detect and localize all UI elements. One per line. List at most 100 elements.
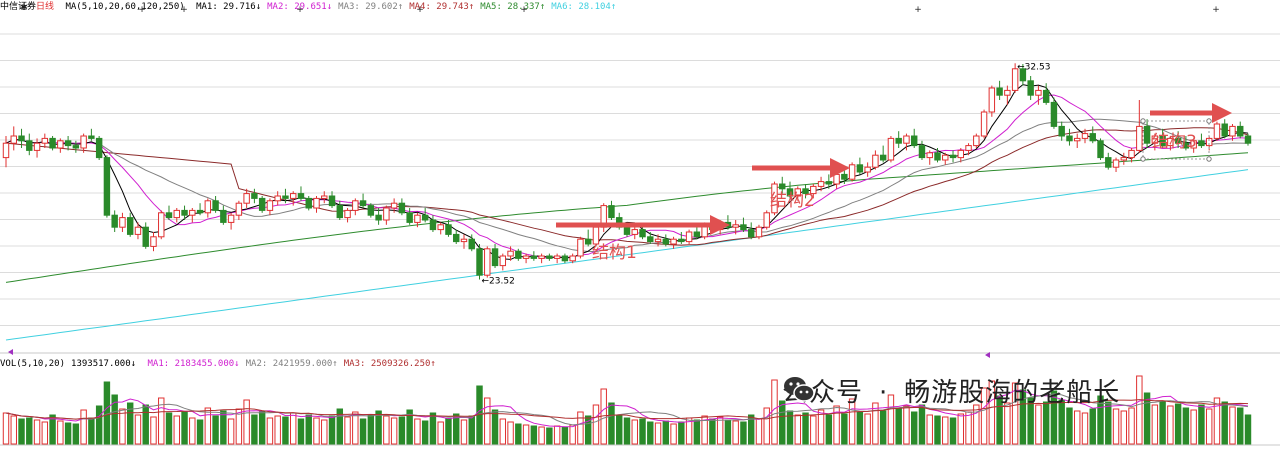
volume-bar xyxy=(841,413,848,445)
top-mark: + xyxy=(416,5,424,15)
volume-bar xyxy=(266,417,274,445)
volume-bar xyxy=(895,408,902,445)
volume-bar xyxy=(623,417,631,445)
volume-bar xyxy=(251,414,258,445)
volume-bar xyxy=(421,420,429,445)
candle-body xyxy=(64,140,72,147)
volume-bar xyxy=(289,412,297,445)
volume-bar xyxy=(903,405,910,445)
candle-body xyxy=(872,154,879,168)
candle-body xyxy=(848,164,856,180)
candle-body xyxy=(841,173,848,180)
volume-bar xyxy=(639,418,646,445)
ma-legend-2: MA2: 29.651↓ xyxy=(267,2,333,12)
volume-bar xyxy=(1136,375,1143,445)
volume-bar xyxy=(709,418,716,445)
volume-bar xyxy=(825,414,833,445)
volume-bar xyxy=(926,414,933,445)
low-price-label: ←23.52 xyxy=(482,277,515,287)
candle-body xyxy=(445,224,452,235)
volume-bar xyxy=(670,423,677,445)
volume-bar xyxy=(282,416,289,445)
candle-body xyxy=(437,224,444,231)
structure-3-label: 结构3 xyxy=(1152,132,1197,152)
candle-body xyxy=(476,248,483,276)
volume-bar xyxy=(49,414,56,445)
candle-body xyxy=(352,200,359,211)
candle-body xyxy=(421,214,429,221)
candle-body xyxy=(336,205,344,219)
candle-body xyxy=(631,229,638,235)
candle-body xyxy=(522,255,530,259)
candle-body xyxy=(623,226,631,235)
ma-legend-5: MA5: 28.337↑ xyxy=(480,2,546,12)
volume-bar xyxy=(592,404,600,445)
top-mark: + xyxy=(296,5,304,15)
candle-body xyxy=(282,195,289,199)
candle-body xyxy=(80,135,87,149)
candle-body xyxy=(1089,133,1096,142)
volume-bar xyxy=(965,411,972,445)
volume-bar xyxy=(26,417,33,445)
candle-body xyxy=(111,214,118,228)
volume-bar xyxy=(522,424,530,445)
volume-bar xyxy=(189,417,196,445)
volume-bar xyxy=(1244,414,1252,445)
candle-body xyxy=(1244,135,1252,144)
volume-bar xyxy=(1237,407,1244,445)
volume-bar xyxy=(647,421,654,445)
volume-bar xyxy=(1167,405,1174,445)
volume-bar xyxy=(755,418,763,445)
candle-body xyxy=(165,212,173,219)
candle-body xyxy=(235,202,243,216)
candle-body xyxy=(119,217,126,228)
volume-bar xyxy=(530,425,538,445)
volume-bar xyxy=(10,415,17,445)
candle-body xyxy=(895,137,902,144)
volume-bar xyxy=(879,410,887,445)
volume-bar xyxy=(1081,412,1089,445)
volume-bar xyxy=(538,426,545,445)
volume-bar xyxy=(1229,406,1236,445)
price-legend: 中信证券日线 MA(5,10,20,60,120,250) MA1: 29.71… xyxy=(0,0,628,14)
volume-bar xyxy=(934,415,941,445)
volume-bar xyxy=(1205,408,1213,445)
candle-body xyxy=(1011,68,1019,91)
candle-body xyxy=(1221,123,1228,137)
volume-bar xyxy=(973,404,980,445)
candle-body xyxy=(1213,123,1221,139)
candle-body xyxy=(134,226,142,235)
volume-bar xyxy=(126,402,134,445)
volume-bar xyxy=(88,417,95,445)
candle-body xyxy=(569,255,576,262)
volume-bar xyxy=(111,394,118,445)
volume-bar xyxy=(794,414,801,445)
watermark-text: 公众号 · 畅游股海的老船长 xyxy=(782,377,1121,408)
volume-bar xyxy=(810,415,817,445)
candle-body xyxy=(724,221,732,228)
volume-bar xyxy=(375,410,382,445)
volume-bar xyxy=(802,412,809,445)
candle-body xyxy=(375,214,382,221)
candles xyxy=(2,63,1252,280)
volume-bar xyxy=(1004,402,1011,445)
vol-ma-legend-items: MA1: 2183455.000↓ MA2: 2421959.000↑ MA3: 2… xyxy=(147,359,441,369)
candle-body xyxy=(592,226,600,245)
volume-bar xyxy=(1035,404,1042,445)
candle-body xyxy=(903,135,910,144)
candle-body xyxy=(662,238,670,245)
top-mark: + xyxy=(138,5,146,15)
volume-bar xyxy=(453,413,460,445)
candle-body xyxy=(33,142,41,151)
candle-body xyxy=(1136,125,1143,151)
volume-bar xyxy=(499,418,507,445)
candle-body xyxy=(305,197,312,209)
volume-bar xyxy=(654,422,662,445)
candle-body xyxy=(1120,157,1128,161)
volume-bar xyxy=(274,415,281,445)
candle-body xyxy=(499,255,507,267)
candle-body xyxy=(926,152,933,159)
candle-body xyxy=(561,255,569,262)
volume-bar xyxy=(328,415,336,445)
